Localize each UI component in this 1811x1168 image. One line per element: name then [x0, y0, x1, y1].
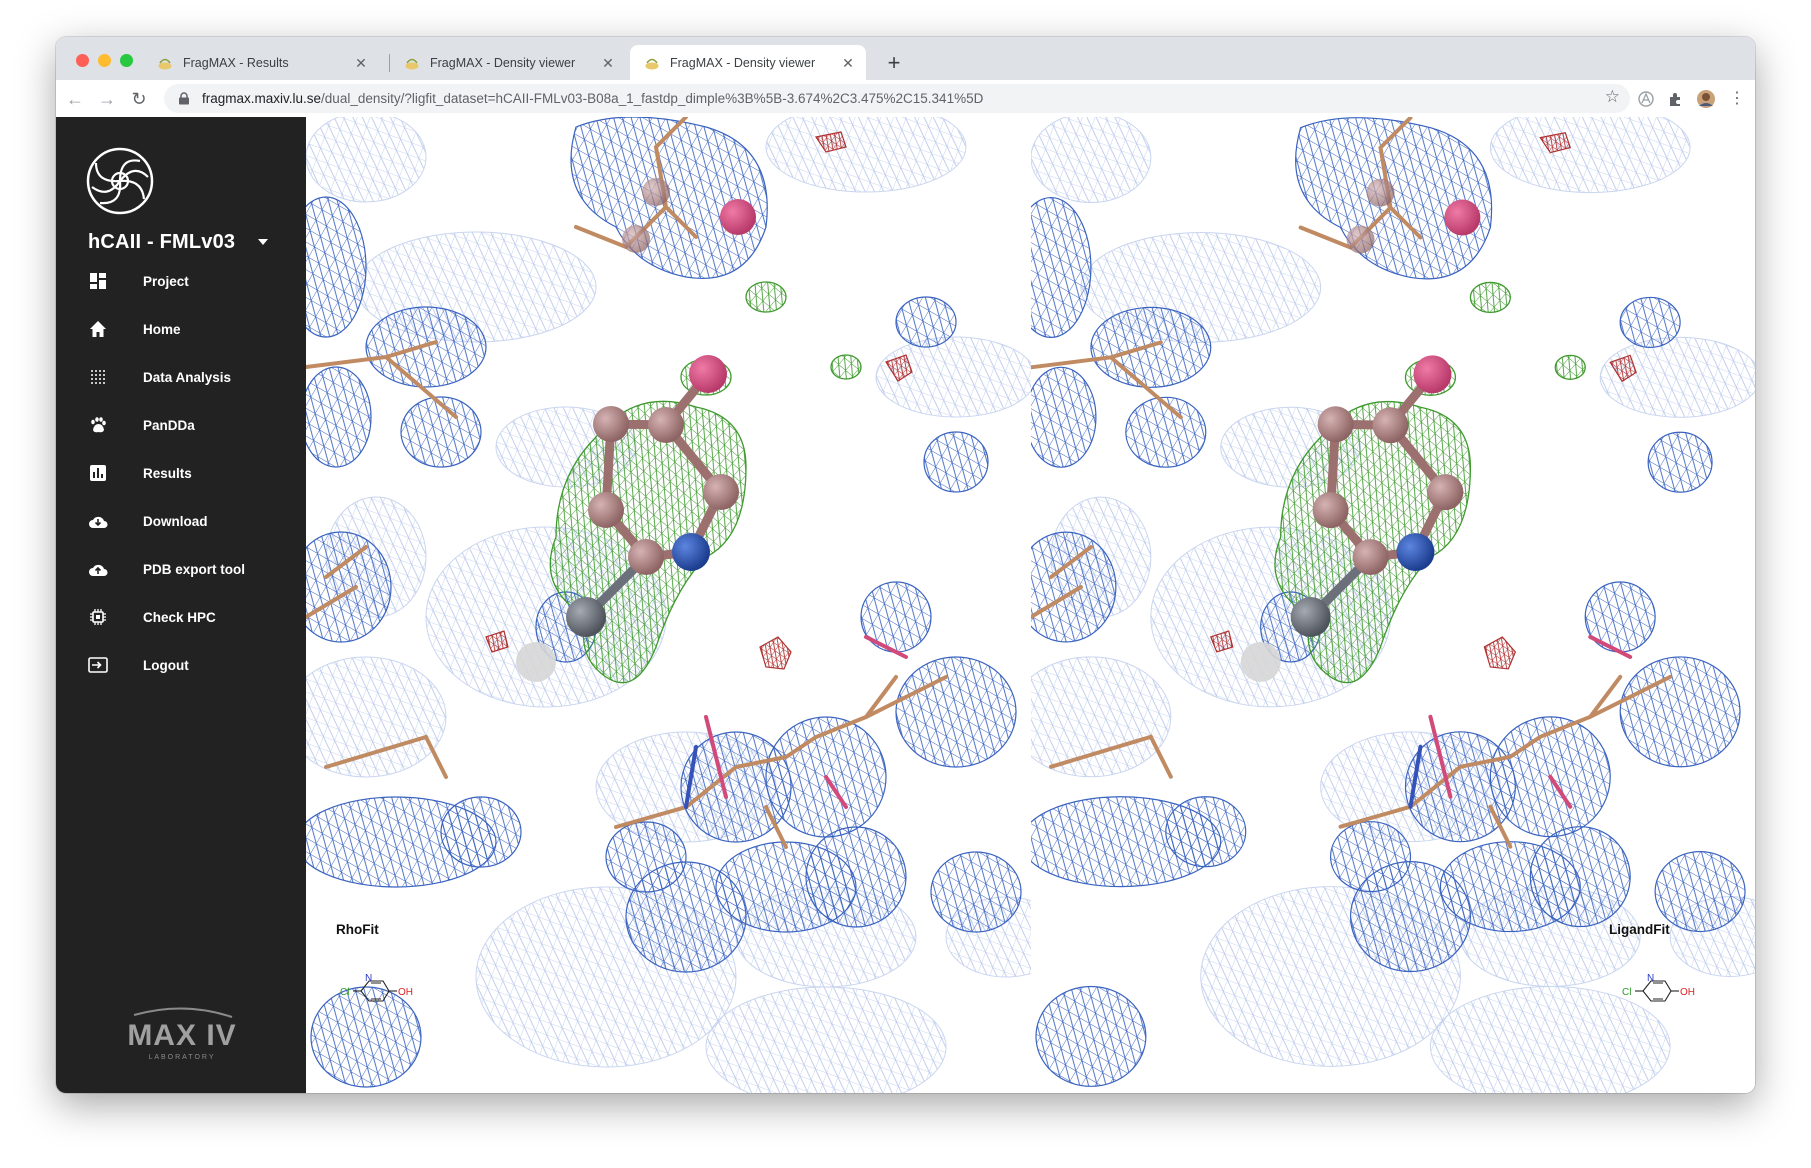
density-viewer-rhofit[interactable]: RhoFit Cl N OH — [306, 117, 1031, 1093]
window-controls — [76, 54, 133, 67]
sidebar-item-label: Download — [143, 513, 208, 529]
density-viewer-ligandfit[interactable]: LigandFit Cl N OH — [1031, 117, 1755, 1093]
new-tab-button[interactable]: + — [887, 50, 901, 75]
sidebar: hCAII - FMLv03 Project Home Data Analysi… — [56, 117, 306, 1093]
tab-density-viewer[interactable]: FragMAX - Density viewer ✕ — [390, 45, 626, 80]
nitrogen-atom-label: N — [1647, 973, 1654, 984]
forward-button[interactable]: → — [98, 89, 116, 109]
tab-title: FragMAX - Density viewer — [670, 55, 816, 70]
sidebar-item-label: Results — [143, 465, 192, 481]
maxiv-logo-subtext: LABORATORY — [148, 1054, 215, 1061]
profile-avatar[interactable] — [1696, 89, 1716, 109]
ligand-2d-structure-right: Cl N OH — [1622, 973, 1695, 1002]
sidebar-item-label: Data Analysis — [143, 369, 232, 385]
hydroxyl-atom-label: OH — [398, 987, 413, 998]
maximize-window-button[interactable] — [120, 54, 133, 67]
sidebar-item-label: Project — [143, 273, 189, 289]
sidebar-item-pandda[interactable]: PanDDa — [88, 410, 195, 440]
url-text: fragmax.maxiv.lu.se/dual_density/?ligfit… — [202, 91, 983, 106]
reload-button[interactable]: ↻ — [131, 89, 147, 109]
home-icon — [88, 319, 108, 339]
chevron-down-icon[interactable] — [258, 239, 268, 245]
ligand-2d-structure-left: Cl N OH — [340, 973, 413, 1002]
address-bar[interactable]: fragmax.maxiv.lu.se/dual_density/?ligfit… — [164, 84, 1630, 113]
lock-icon — [179, 92, 189, 105]
sidebar-item-results[interactable]: Results — [88, 458, 192, 488]
sidebar-item-label: Logout — [143, 657, 189, 673]
cloud-upload-icon — [88, 559, 108, 579]
fragmax-logo-icon — [86, 147, 154, 215]
hydroxyl-atom-label: OH — [1680, 987, 1695, 998]
url-path: /dual_density/?ligfit_dataset=hCAII-FMLv… — [321, 91, 984, 106]
dashboard-icon — [88, 271, 108, 291]
fragmax-favicon-icon — [645, 58, 659, 69]
sidebar-item-project[interactable]: Project — [88, 266, 189, 296]
tab-bar: FragMAX - Results ✕ FragMAX - Density vi… — [56, 37, 1755, 80]
chip-icon — [88, 607, 108, 627]
sidebar-item-label: PanDDa — [143, 417, 195, 433]
chlorine-atom-label: Cl — [1622, 987, 1631, 998]
sidebar-item-data-analysis[interactable]: Data Analysis — [88, 362, 231, 392]
sidebar-item-home[interactable]: Home — [88, 314, 181, 344]
density-map-canvas[interactable] — [1031, 117, 1755, 1093]
translate-extension-icon[interactable] — [1636, 89, 1656, 109]
sidebar-item-check-hpc[interactable]: Check HPC — [88, 602, 216, 632]
close-tab-icon[interactable]: ✕ — [355, 54, 367, 71]
viewer-label-rhofit: RhoFit — [336, 922, 379, 937]
extensions-puzzle-icon[interactable] — [1666, 89, 1686, 109]
sidebar-item-download[interactable]: Download — [88, 506, 208, 536]
tab-title: FragMAX - Results — [183, 55, 289, 70]
bookmark-star-icon[interactable]: ☆ — [1604, 87, 1620, 106]
fragmax-favicon-icon — [158, 58, 172, 69]
sidebar-item-label: PDB export tool — [143, 561, 246, 577]
logout-icon — [88, 655, 108, 675]
close-tab-icon[interactable]: ✕ — [842, 54, 854, 71]
close-tab-icon[interactable]: ✕ — [602, 54, 614, 71]
grid-dots-icon — [88, 367, 108, 387]
paw-icon — [88, 415, 108, 435]
url-host: fragmax.maxiv.lu.se — [202, 91, 322, 106]
cloud-download-icon — [88, 511, 108, 531]
minimize-window-button[interactable] — [98, 54, 111, 67]
tab-separator — [389, 54, 390, 72]
density-map-canvas[interactable] — [306, 117, 1031, 1093]
tab-results[interactable]: FragMAX - Results ✕ — [143, 45, 379, 80]
sidebar-item-logout[interactable]: Logout — [88, 650, 189, 680]
maxiv-logo-text: MAX IV — [127, 1019, 236, 1052]
bar-chart-icon — [88, 463, 108, 483]
back-button[interactable]: ← — [66, 89, 84, 109]
tab-title: FragMAX - Density viewer — [430, 55, 576, 70]
close-window-button[interactable] — [76, 54, 89, 67]
browser-menu-icon[interactable]: ⋮ — [1729, 90, 1745, 107]
maxiv-laboratory-logo: MAX IV LABORATORY — [127, 1007, 236, 1061]
sidebar-item-label: Check HPC — [143, 609, 216, 625]
nitrogen-atom-label: N — [365, 973, 372, 984]
fragmax-favicon-icon — [405, 58, 419, 69]
project-selector[interactable]: hCAII - FMLv03 — [88, 231, 236, 253]
viewer-label-ligandfit: LigandFit — [1609, 922, 1670, 937]
tab-density-viewer-active[interactable]: FragMAX - Density viewer ✕ — [630, 45, 866, 80]
browser-toolbar: ← → ↻ fragmax.maxiv.lu.se/dual_density/?… — [56, 80, 1755, 118]
browser-window: FragMAX - Results ✕ FragMAX - Density vi… — [56, 37, 1755, 1093]
sidebar-item-pdb-export-tool[interactable]: PDB export tool — [88, 554, 245, 584]
sidebar-item-label: Home — [143, 321, 181, 337]
chlorine-atom-label: Cl — [340, 987, 349, 998]
